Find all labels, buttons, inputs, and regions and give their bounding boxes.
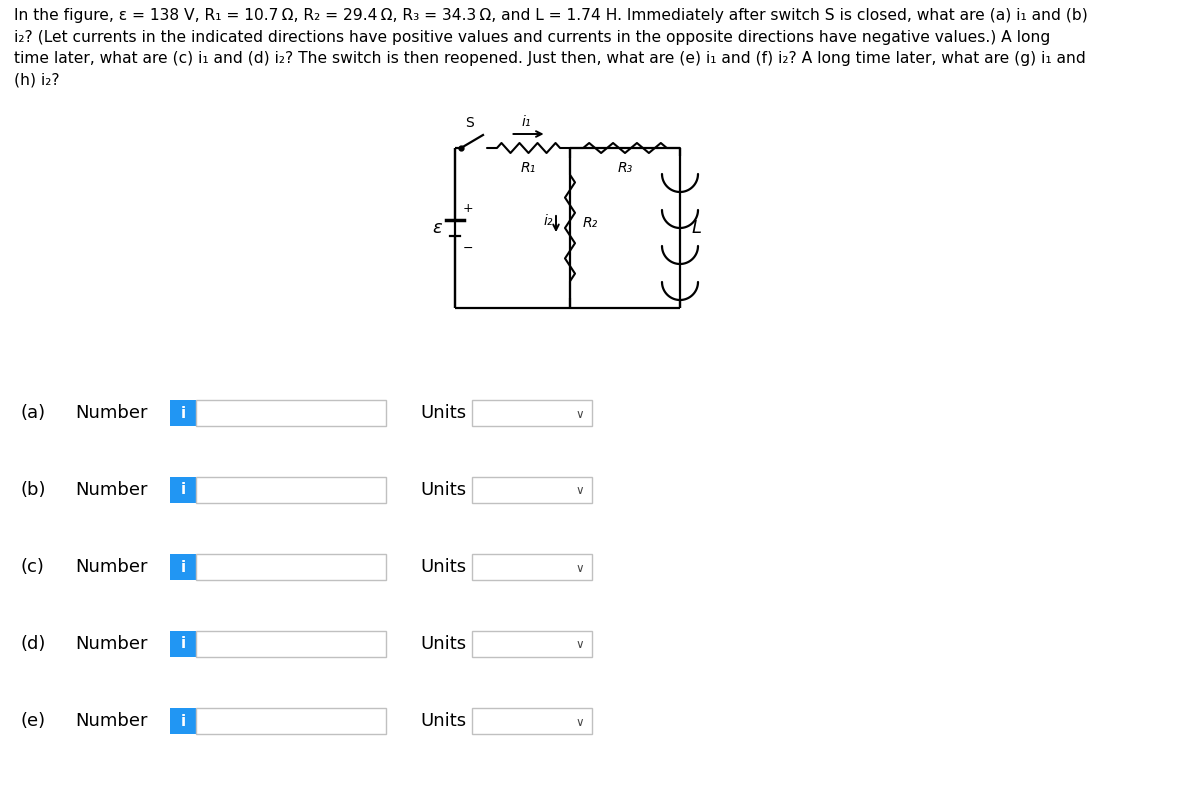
Text: Units: Units <box>420 712 466 730</box>
FancyBboxPatch shape <box>472 477 592 503</box>
Text: R₃: R₃ <box>617 161 632 175</box>
FancyBboxPatch shape <box>196 554 386 580</box>
FancyBboxPatch shape <box>472 554 592 580</box>
Text: Number: Number <box>74 635 148 653</box>
Text: Number: Number <box>74 404 148 422</box>
FancyBboxPatch shape <box>170 631 196 657</box>
Text: (d): (d) <box>20 635 46 653</box>
Text: L: L <box>692 219 702 237</box>
FancyBboxPatch shape <box>472 631 592 657</box>
Text: ∨: ∨ <box>576 407 584 420</box>
Text: Units: Units <box>420 404 466 422</box>
Text: −: − <box>463 242 473 255</box>
Text: i: i <box>180 559 186 574</box>
Text: Units: Units <box>420 558 466 576</box>
Text: R₂: R₂ <box>583 216 599 230</box>
Text: +: + <box>463 201 473 214</box>
Text: i: i <box>180 713 186 729</box>
FancyBboxPatch shape <box>472 708 592 734</box>
Text: i: i <box>180 406 186 420</box>
Text: R₁: R₁ <box>521 161 536 175</box>
FancyBboxPatch shape <box>170 477 196 503</box>
FancyBboxPatch shape <box>196 631 386 657</box>
FancyBboxPatch shape <box>170 708 196 734</box>
FancyBboxPatch shape <box>170 554 196 580</box>
FancyBboxPatch shape <box>472 400 592 426</box>
FancyBboxPatch shape <box>196 400 386 426</box>
Text: (a): (a) <box>20 404 46 422</box>
Text: In the figure, ε = 138 V, R₁ = 10.7 Ω, R₂ = 29.4 Ω, R₃ = 34.3 Ω, and L = 1.74 H.: In the figure, ε = 138 V, R₁ = 10.7 Ω, R… <box>14 8 1087 88</box>
Text: i: i <box>180 482 186 498</box>
Text: ∨: ∨ <box>576 485 584 498</box>
Text: i₁: i₁ <box>522 115 532 129</box>
Text: i: i <box>180 637 186 651</box>
Text: ∨: ∨ <box>576 638 584 651</box>
Text: Number: Number <box>74 712 148 730</box>
Text: Units: Units <box>420 481 466 499</box>
Text: Units: Units <box>420 635 466 653</box>
Text: Number: Number <box>74 481 148 499</box>
FancyBboxPatch shape <box>196 477 386 503</box>
Text: (e): (e) <box>20 712 46 730</box>
Text: (c): (c) <box>20 558 44 576</box>
FancyBboxPatch shape <box>170 400 196 426</box>
Text: ∨: ∨ <box>576 562 584 574</box>
Text: ε: ε <box>432 219 442 237</box>
Text: i₂: i₂ <box>544 214 553 228</box>
Text: ∨: ∨ <box>576 716 584 729</box>
Text: Number: Number <box>74 558 148 576</box>
Text: S: S <box>464 116 473 130</box>
FancyBboxPatch shape <box>196 708 386 734</box>
Text: (b): (b) <box>20 481 46 499</box>
